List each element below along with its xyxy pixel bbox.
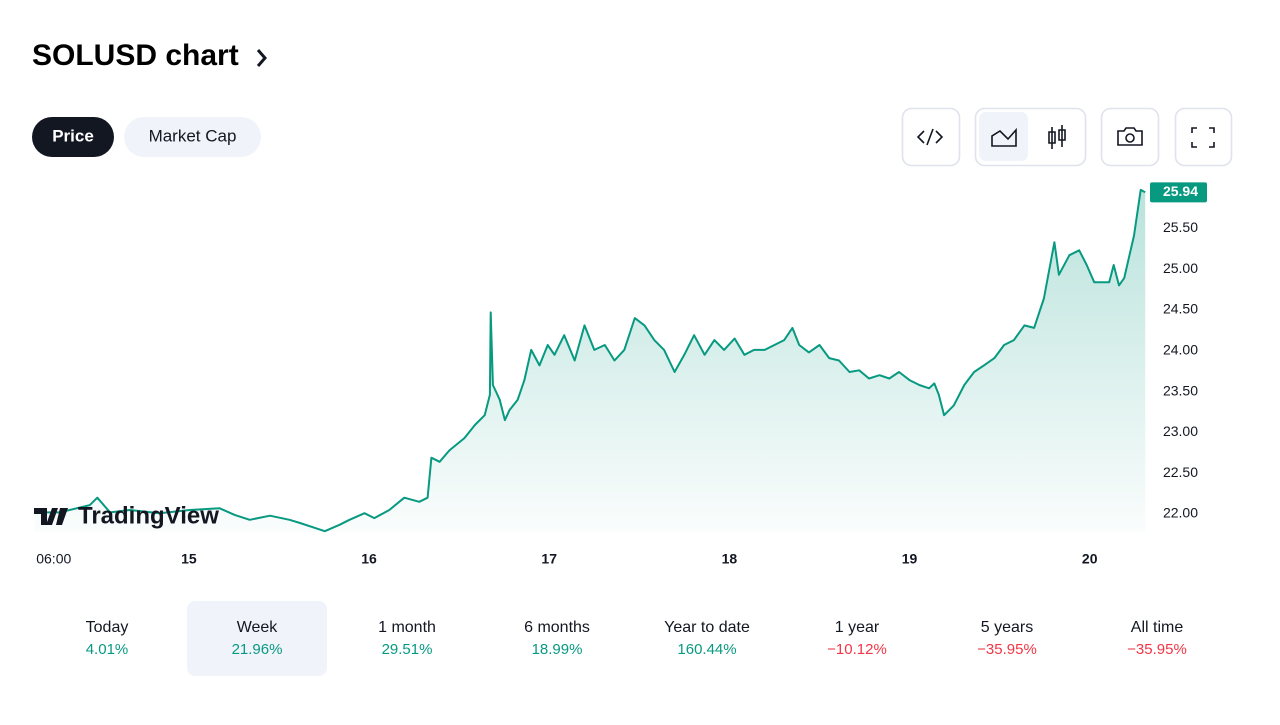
camera-lens bbox=[1125, 133, 1135, 143]
tab-label[interactable]: Price bbox=[52, 126, 94, 145]
period-value[interactable]: −35.95% bbox=[977, 641, 1037, 658]
period-label[interactable]: 1 year bbox=[835, 619, 880, 636]
period-value[interactable]: −35.95% bbox=[1127, 641, 1187, 658]
tab-label[interactable]: Market Cap bbox=[149, 126, 237, 145]
snapshot-button[interactable] bbox=[1100, 107, 1160, 167]
title-chevron[interactable] bbox=[256, 49, 267, 67]
watermark-logo bbox=[34, 508, 68, 525]
tab[interactable] bbox=[32, 117, 114, 157]
price-area bbox=[35, 189, 1146, 532]
period-value[interactable]: 160.44% bbox=[677, 641, 736, 658]
candle-icon bbox=[1048, 125, 1066, 149]
y-tick-label: 23.50 bbox=[1163, 382, 1198, 398]
period-value[interactable]: 29.51% bbox=[382, 641, 433, 658]
x-tick-label: 18 bbox=[722, 551, 738, 567]
periods: Today 4.01% Week 21.96% 1 month 29.51% 6 month… bbox=[86, 601, 1187, 676]
period-value[interactable]: 21.96% bbox=[232, 641, 283, 658]
page-title: SOLUSD chart bbox=[32, 39, 239, 72]
x-tick-label: 16 bbox=[361, 551, 377, 567]
tabs: Price Market Cap bbox=[32, 117, 261, 157]
period-selected-bg bbox=[187, 601, 327, 676]
x-tick-label: 17 bbox=[541, 551, 557, 567]
period-label[interactable]: 5 years bbox=[981, 619, 1033, 636]
fullscreen-button[interactable] bbox=[1174, 107, 1233, 167]
fullscreen-icon bbox=[1191, 127, 1215, 148]
period-label[interactable]: Year to date bbox=[664, 619, 750, 636]
camera-icon bbox=[1117, 127, 1143, 146]
period-label[interactable]: 6 months bbox=[524, 619, 590, 636]
x-tick-label: 20 bbox=[1082, 551, 1098, 567]
period-label[interactable]: All time bbox=[1131, 619, 1184, 636]
y-tick-label: 24.50 bbox=[1163, 301, 1198, 317]
last-price-label: 25.94 bbox=[1163, 183, 1198, 199]
period-label[interactable]: Today bbox=[86, 619, 129, 636]
embed-icon bbox=[916, 128, 944, 146]
watermark-text: TradingView bbox=[78, 502, 219, 529]
x-tick-label: 19 bbox=[902, 551, 918, 567]
area-icon bbox=[991, 127, 1017, 147]
y-tick-label: 24.00 bbox=[1163, 341, 1198, 357]
y-tick-label: 22.50 bbox=[1163, 464, 1198, 480]
period-label[interactable]: 1 month bbox=[378, 619, 436, 636]
line-style-button[interactable] bbox=[979, 112, 1028, 161]
y-tick-label: 25.50 bbox=[1163, 219, 1198, 235]
period-label[interactable]: Week bbox=[237, 619, 279, 636]
y-tick-label: 25.00 bbox=[1163, 260, 1198, 276]
y-tick-label: 23.00 bbox=[1163, 423, 1198, 439]
toolbar bbox=[901, 107, 1233, 167]
last-price-badge bbox=[1150, 182, 1207, 203]
watermark: TradingView bbox=[34, 502, 219, 529]
y-tick-label: 22.00 bbox=[1163, 505, 1198, 521]
tab[interactable] bbox=[124, 117, 261, 157]
period-value[interactable]: −10.12% bbox=[827, 641, 887, 658]
price-line bbox=[35, 188, 1146, 533]
x-tick-label: 15 bbox=[181, 551, 197, 567]
period-value[interactable]: 4.01% bbox=[86, 641, 129, 658]
period-value[interactable]: 18.99% bbox=[532, 641, 583, 658]
x-tick-label: 06:00 bbox=[36, 551, 71, 567]
embed-button[interactable] bbox=[901, 107, 961, 167]
chart: 22.00 22.50 23.00 23.50 24.00 24.50 25.00 25.50… bbox=[35, 182, 1207, 567]
